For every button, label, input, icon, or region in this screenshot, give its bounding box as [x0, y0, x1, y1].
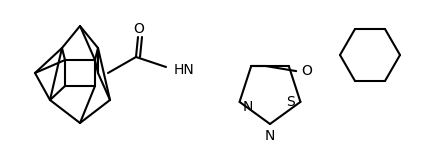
Text: O: O [301, 64, 312, 78]
Text: HN: HN [174, 63, 195, 77]
Text: S: S [286, 95, 295, 109]
Text: O: O [133, 22, 145, 36]
Text: N: N [242, 100, 253, 114]
Text: N: N [265, 129, 275, 143]
